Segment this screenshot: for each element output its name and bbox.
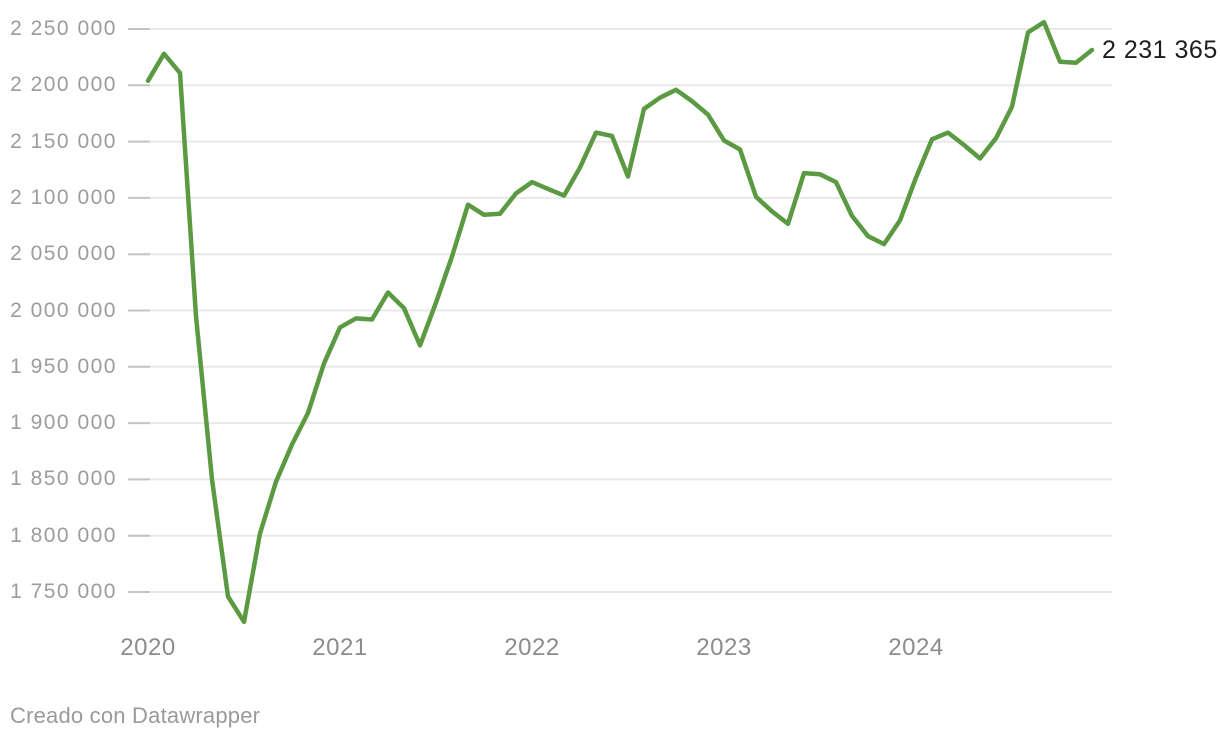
y-axis-label: 2 250 000 — [10, 17, 117, 40]
y-axis-label: 1 750 000 — [10, 580, 117, 603]
data-line-series — [145, 19, 1095, 625]
y-axis-label: 2 000 000 — [10, 298, 117, 322]
y-axis-label: 1 800 000 — [10, 523, 117, 547]
x-axis-label: 2020 — [120, 634, 176, 661]
y-axis-label: 2 100 000 — [10, 185, 117, 209]
y-axis-label: 2 200 000 — [10, 73, 117, 97]
x-axis-label: 2024 — [888, 634, 944, 661]
y-axis-label: 1 850 000 — [10, 467, 117, 491]
x-axis-label: 2023 — [696, 634, 752, 661]
last-value-label: 2 231 365 — [1102, 36, 1218, 64]
y-axis-label: 1 900 000 — [10, 411, 117, 435]
y-axis-label: 1 950 000 — [10, 354, 117, 378]
y-axis-label: 2 150 000 — [10, 129, 117, 153]
y-axis-label: 2 050 000 — [10, 242, 117, 266]
x-axis-label: 2022 — [504, 634, 560, 661]
datawrapper-attribution-link[interactable]: Creado con Datawrapper — [10, 703, 261, 728]
x-axis-label: 2021 — [312, 634, 368, 661]
